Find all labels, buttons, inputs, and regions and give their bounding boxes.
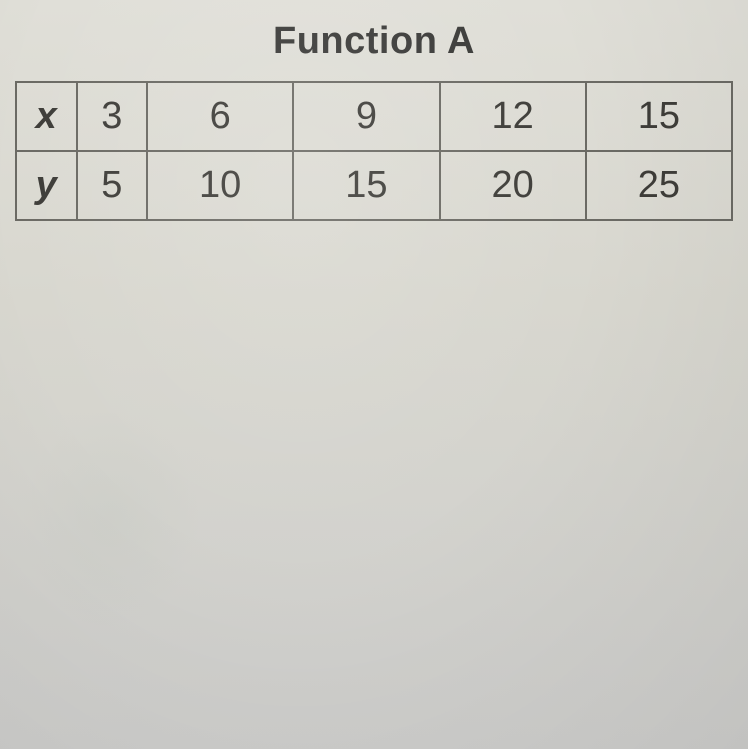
x-value-cell: 15 (586, 82, 732, 151)
table-row: x 3 6 9 12 15 (16, 82, 732, 151)
y-value-cell: 20 (440, 151, 586, 220)
y-value-cell: 5 (77, 151, 148, 220)
smudge-overlay (20, 409, 200, 629)
x-value-cell: 6 (147, 82, 293, 151)
y-value-cell: 15 (293, 151, 439, 220)
y-value-cell: 25 (586, 151, 732, 220)
y-header-cell: y (16, 151, 77, 220)
x-value-cell: 3 (77, 82, 148, 151)
y-value-cell: 10 (147, 151, 293, 220)
function-table: x 3 6 9 12 15 y 5 10 15 20 25 (15, 81, 733, 221)
table-title: Function A (15, 20, 733, 63)
x-value-cell: 12 (440, 82, 586, 151)
x-value-cell: 9 (293, 82, 439, 151)
x-header-cell: x (16, 82, 77, 151)
table-row: y 5 10 15 20 25 (16, 151, 732, 220)
